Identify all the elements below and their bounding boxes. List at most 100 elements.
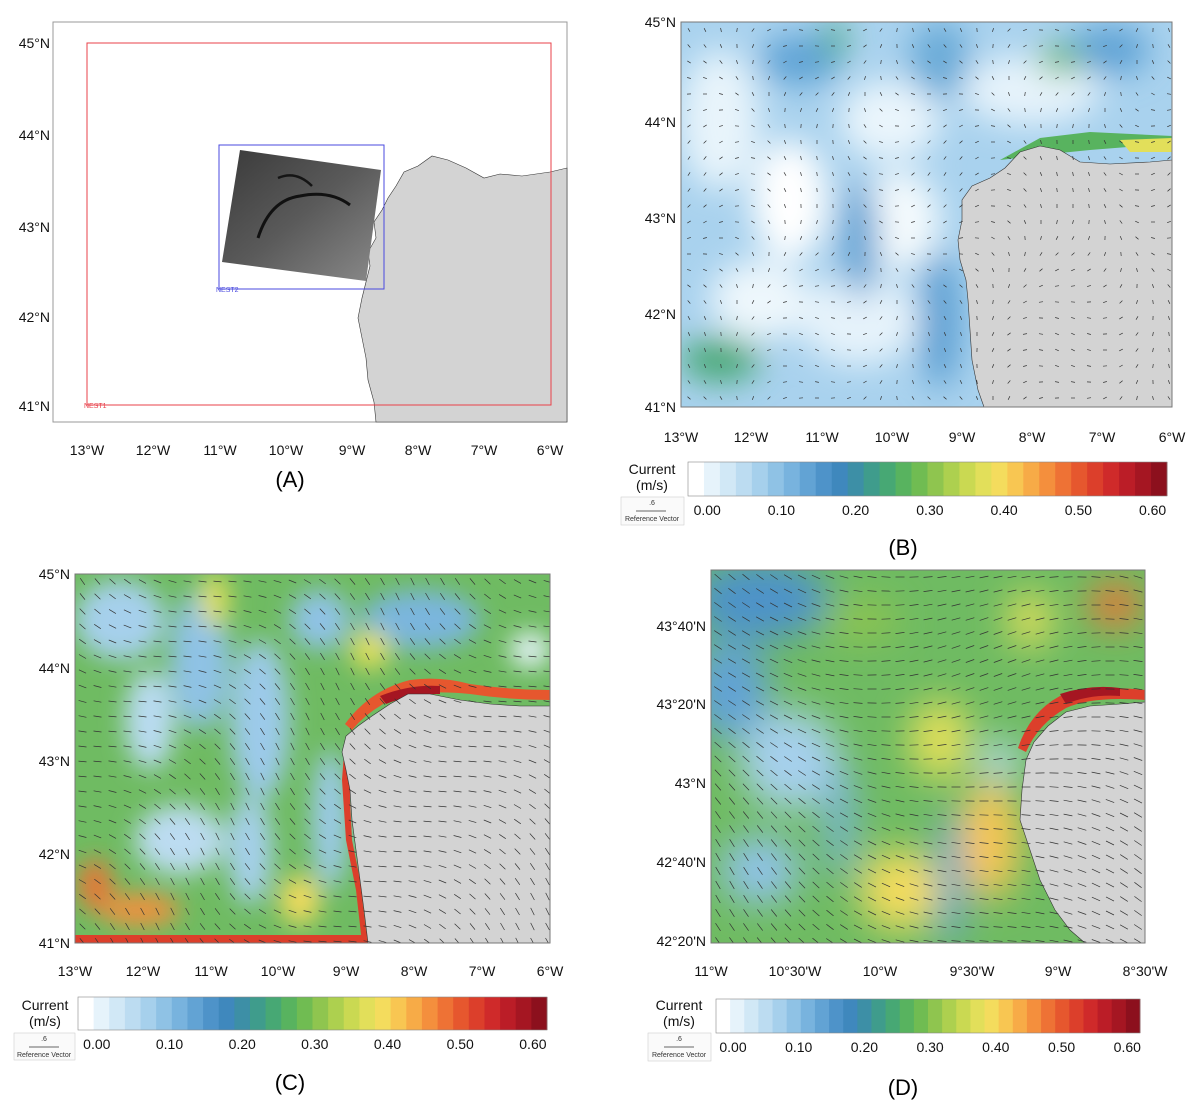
current-vector: [484, 893, 491, 900]
current-vector: [839, 743, 849, 747]
current-vector: [879, 220, 883, 224]
current-vector: [895, 841, 905, 845]
current-vector: [138, 774, 147, 779]
colorbar-cell: [799, 462, 817, 496]
current-vector: [183, 595, 192, 598]
colorbar-unit: (m/s): [663, 1013, 695, 1029]
current-vector: [687, 396, 691, 400]
current-vector: [863, 28, 867, 32]
current-vector: [363, 895, 372, 898]
current-vector: [923, 897, 933, 901]
current-vector: [363, 820, 372, 823]
current-vector: [439, 653, 446, 660]
current-vector: [894, 173, 900, 175]
current-vector: [784, 825, 792, 833]
current-vector: [993, 758, 1003, 760]
colorbar-cell: [124, 997, 141, 1030]
current-vector: [93, 864, 102, 869]
current-vector: [530, 877, 535, 886]
current-vector: [378, 850, 387, 853]
current-vector: [123, 578, 132, 585]
current-vector: [864, 107, 866, 113]
current-vector: [273, 609, 282, 614]
current-vector: [974, 221, 980, 223]
current-vector: [896, 59, 898, 65]
current-vector: [798, 853, 806, 861]
current-vector: [198, 699, 207, 704]
current-vector: [879, 348, 883, 352]
current-vector: [454, 923, 461, 930]
current-vector: [815, 268, 819, 272]
current-vector: [528, 774, 537, 779]
current-vector: [1023, 365, 1027, 367]
current-vector: [154, 803, 161, 810]
current-vector: [1007, 926, 1017, 928]
current-vector: [528, 610, 537, 613]
current-vector: [94, 878, 101, 885]
current-vector: [1021, 926, 1031, 928]
current-vector: [735, 252, 739, 256]
current-vector: [78, 893, 87, 900]
current-vector: [783, 188, 787, 192]
current-vector: [423, 894, 432, 899]
current-vector: [937, 617, 947, 621]
current-vector: [78, 669, 87, 674]
current-vector: [305, 727, 310, 736]
current-vector: [513, 700, 522, 703]
current-vector: [1055, 29, 1059, 31]
current-vector: [214, 908, 221, 915]
current-vector: [258, 909, 267, 914]
current-vector: [483, 670, 492, 673]
current-vector: [289, 653, 296, 660]
current-vector: [260, 727, 265, 736]
panel-a-lon-labels: 13°W 12°W 11°W 10°W 9°W 8°W 7°W 6°W: [70, 442, 564, 458]
lon-tick: 8°W: [405, 442, 432, 458]
colorbar-cell: [234, 997, 251, 1030]
current-vector: [770, 574, 778, 580]
current-vector: [991, 221, 995, 223]
current-vector: [728, 728, 736, 734]
colorbar-cell: [1023, 462, 1040, 496]
current-vector: [965, 883, 975, 887]
current-vector: [840, 924, 848, 930]
current-vector: [831, 61, 835, 63]
current-vector: [1091, 827, 1101, 831]
current-vector: [993, 575, 1003, 579]
current-vector: [290, 742, 295, 751]
current-vector: [719, 204, 723, 208]
current-vector: [1134, 141, 1140, 143]
current-vector: [1055, 236, 1059, 240]
current-vector: [825, 784, 835, 790]
current-vector: [797, 617, 807, 621]
current-vector: [304, 788, 311, 795]
current-vector: [811, 673, 821, 677]
colorbar-tick-label: 0.60: [1139, 502, 1166, 518]
current-vector: [714, 700, 722, 706]
current-vector: [468, 715, 477, 718]
current-vector: [728, 783, 736, 791]
current-vector: [911, 221, 915, 223]
current-vector: [408, 924, 417, 929]
current-vector: [318, 880, 327, 883]
current-vector: [814, 317, 820, 319]
current-vector: [513, 760, 522, 763]
current-vector: [826, 881, 834, 889]
panel-d-lon-labels: 11°W 10°30'W 10°W 9°30'W 9°W 8°30'W: [694, 963, 1168, 979]
current-vector: [333, 880, 342, 883]
current-vector: [320, 682, 325, 691]
colorbar-cell: [831, 462, 849, 496]
current-vector: [259, 713, 266, 720]
colorbar-cell: [249, 997, 266, 1030]
current-vector: [290, 697, 295, 706]
current-vector: [138, 685, 147, 688]
current-vector: [1166, 109, 1172, 111]
current-vector: [1133, 770, 1143, 776]
colorbar-cell: [1071, 462, 1088, 496]
current-vector: [736, 284, 738, 288]
current-vector: [393, 895, 402, 898]
current-vector: [108, 715, 117, 718]
current-vector: [528, 715, 537, 718]
current-vector: [290, 787, 295, 796]
current-vector: [423, 820, 432, 823]
current-vector: [363, 774, 372, 779]
